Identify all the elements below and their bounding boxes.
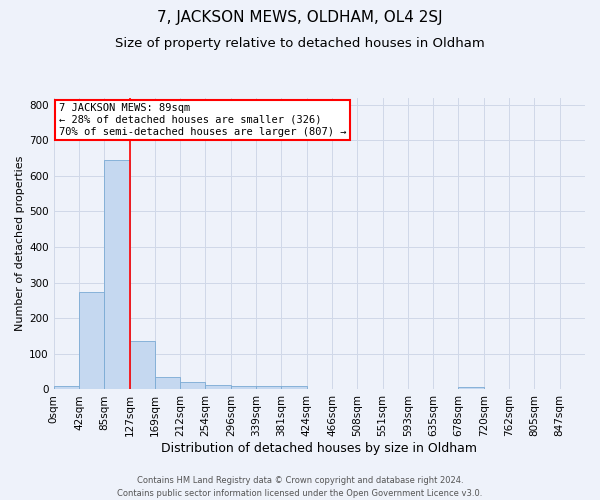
Text: 7 JACKSON MEWS: 89sqm
← 28% of detached houses are smaller (326)
70% of semi-det: 7 JACKSON MEWS: 89sqm ← 28% of detached … (59, 104, 346, 136)
Bar (231, 386, 256, 390)
Text: 7, JACKSON MEWS, OLDHAM, OL4 2SJ: 7, JACKSON MEWS, OLDHAM, OL4 2SJ (157, 10, 443, 25)
Bar (180, 382, 205, 390)
Y-axis label: Number of detached properties: Number of detached properties (15, 156, 25, 331)
Bar (256, 386, 281, 390)
Bar (104, 160, 130, 390)
Bar (458, 386, 484, 390)
Bar (205, 385, 231, 390)
Bar (79, 292, 104, 390)
Text: Contains HM Land Registry data © Crown copyright and database right 2024.
Contai: Contains HM Land Registry data © Crown c… (118, 476, 482, 498)
Bar (155, 377, 180, 390)
Text: Size of property relative to detached houses in Oldham: Size of property relative to detached ho… (115, 38, 485, 51)
X-axis label: Distribution of detached houses by size in Oldham: Distribution of detached houses by size … (161, 442, 478, 455)
Bar (53, 386, 79, 390)
Bar (130, 340, 155, 390)
Bar (281, 386, 307, 390)
